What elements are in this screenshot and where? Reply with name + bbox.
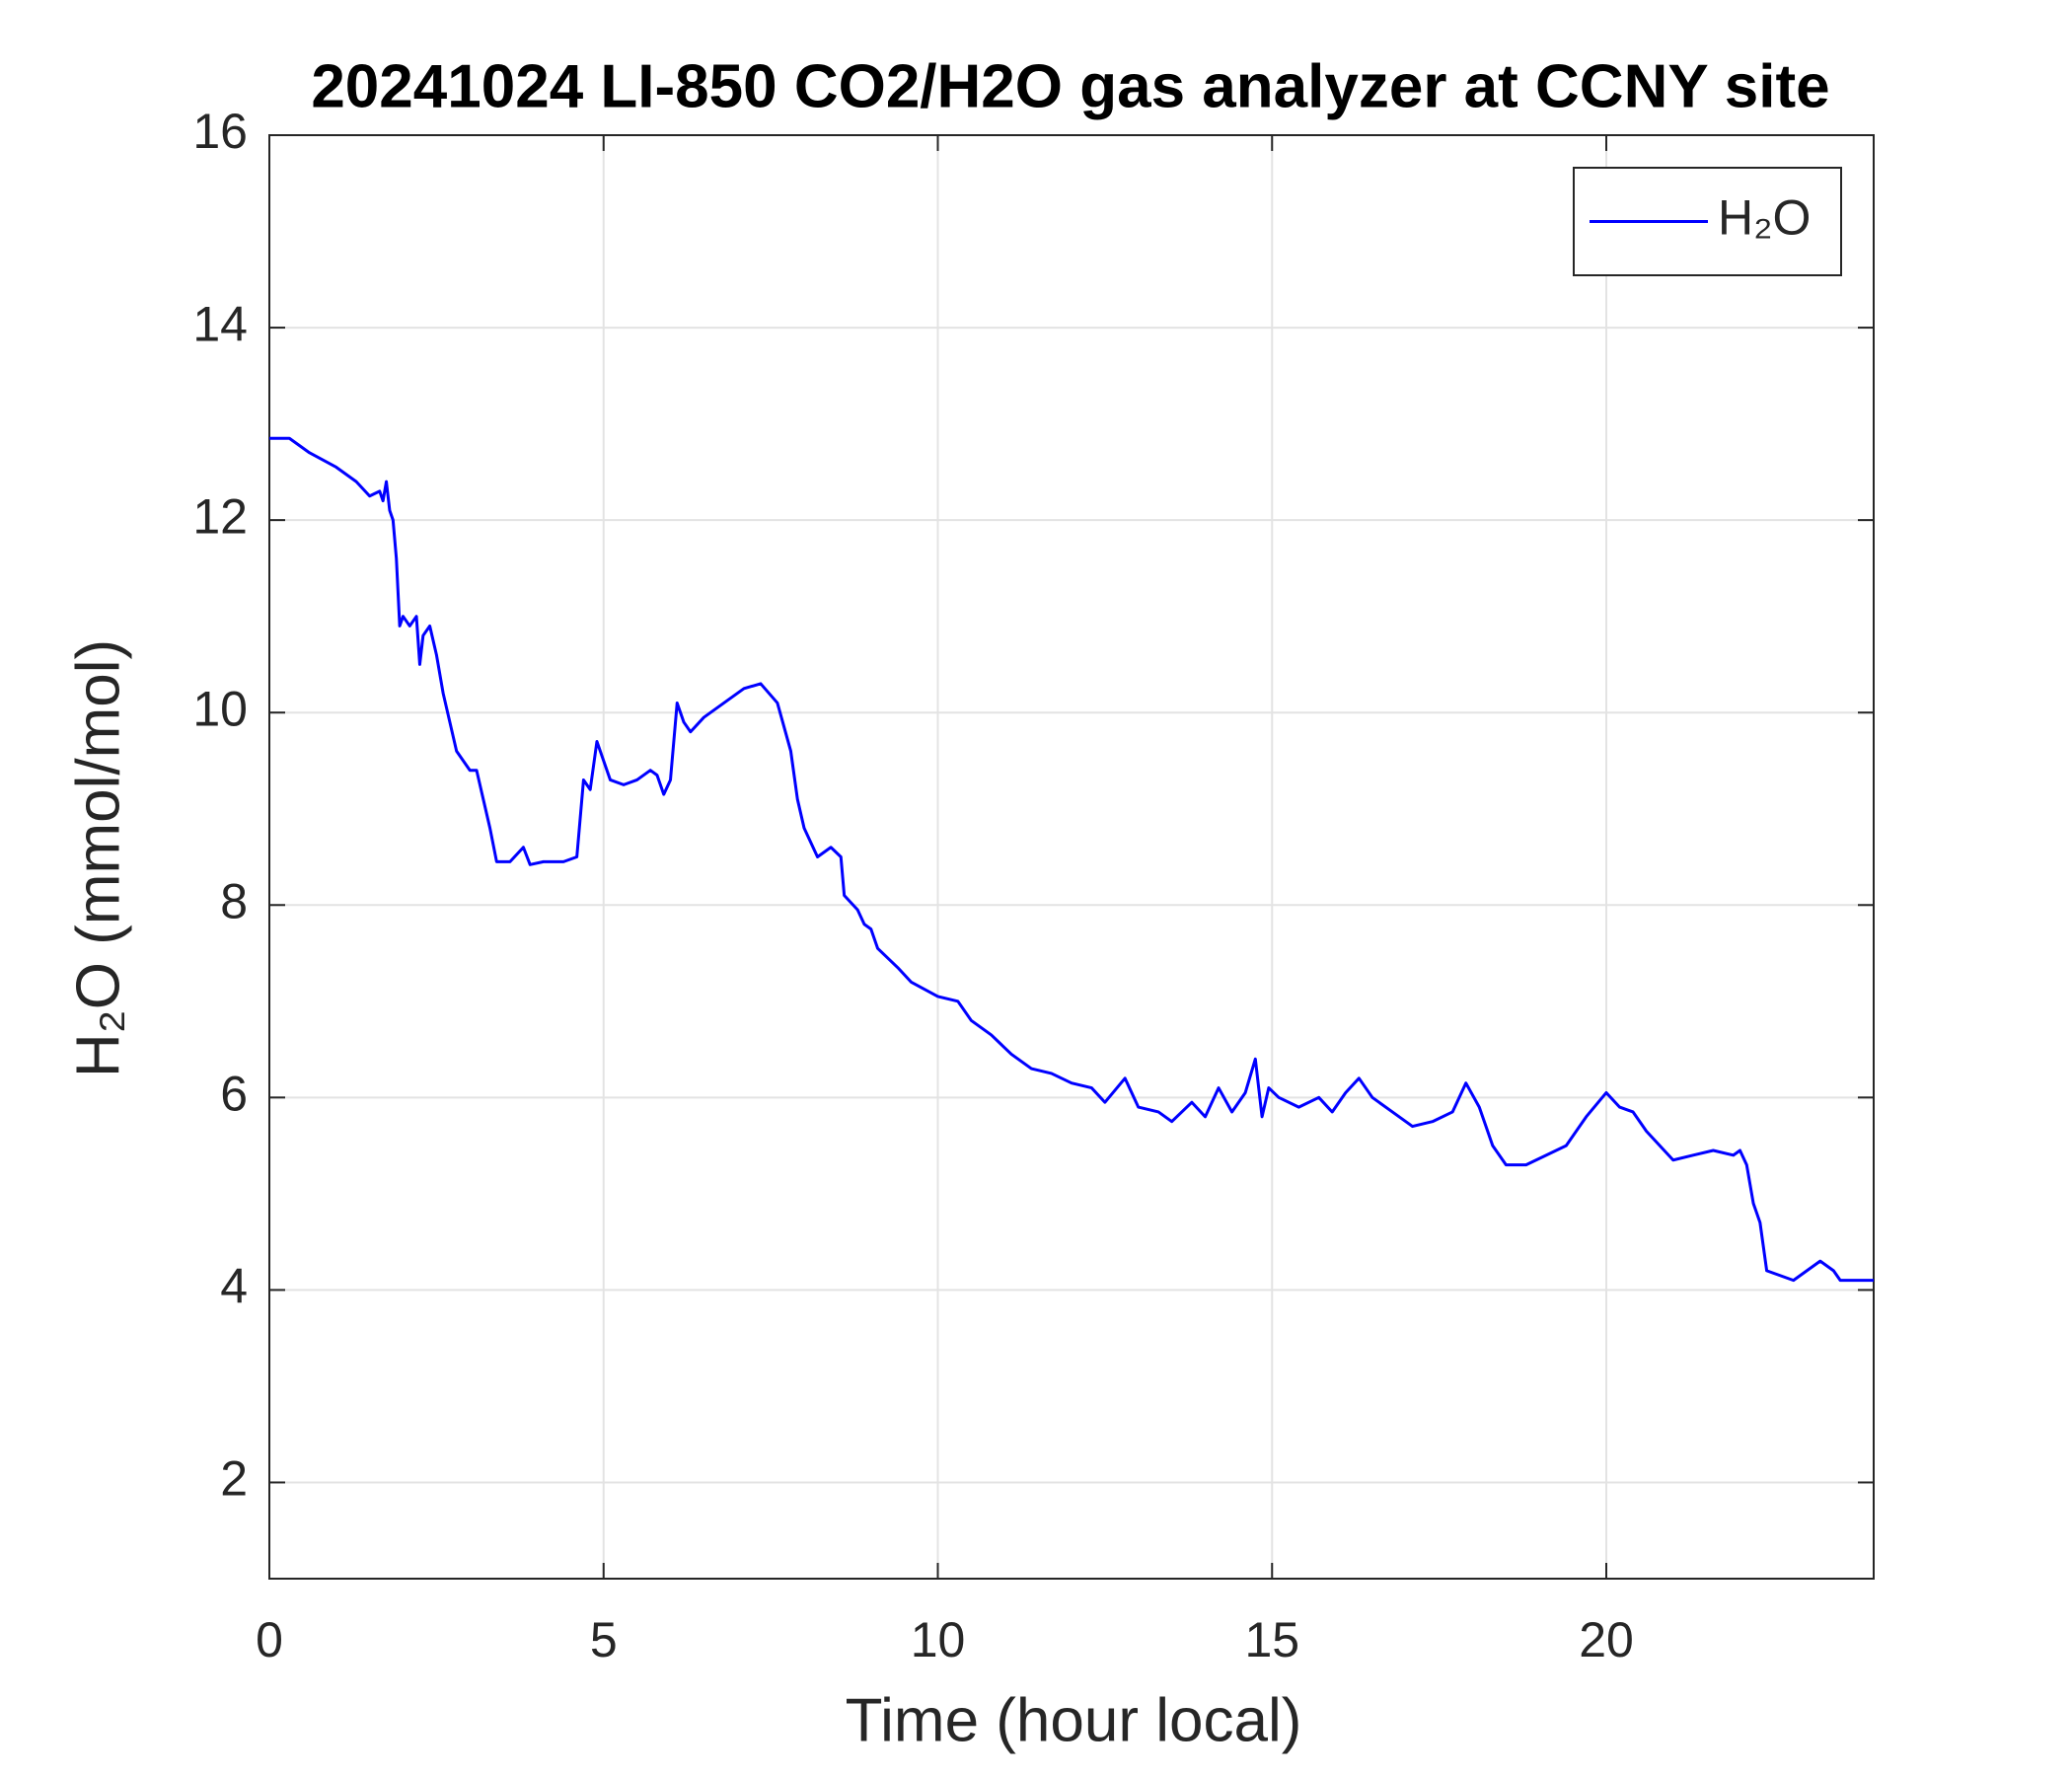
x-tick-label: 20: [1579, 1612, 1634, 1667]
y-axis-label: H₂O (mmol/mol): [64, 639, 132, 1077]
x-axis-label: Time (hour local): [846, 1686, 1302, 1754]
data-line: [269, 436, 1874, 1283]
plot-frame: [268, 134, 1875, 1580]
x-tick-label: 5: [590, 1612, 618, 1667]
legend-label: H₂O: [1718, 190, 1811, 246]
y-tick-label: 2: [220, 1451, 248, 1507]
y-tick-label: 4: [220, 1259, 248, 1314]
y-tick-label: 14: [192, 296, 248, 351]
x-tick-label: 0: [256, 1612, 283, 1667]
y-tick-label: 10: [192, 681, 248, 736]
y-tick-label: 8: [220, 873, 248, 928]
y-tick-label: 12: [192, 488, 248, 544]
y-tick-label: 6: [220, 1067, 248, 1122]
chart-title: 20241024 LI-850 CO2/H2O gas analyzer at …: [311, 52, 1829, 120]
x-tick-label: 10: [911, 1612, 966, 1667]
y-tick-label: 16: [192, 104, 248, 159]
x-tick-label: 15: [1244, 1612, 1299, 1667]
